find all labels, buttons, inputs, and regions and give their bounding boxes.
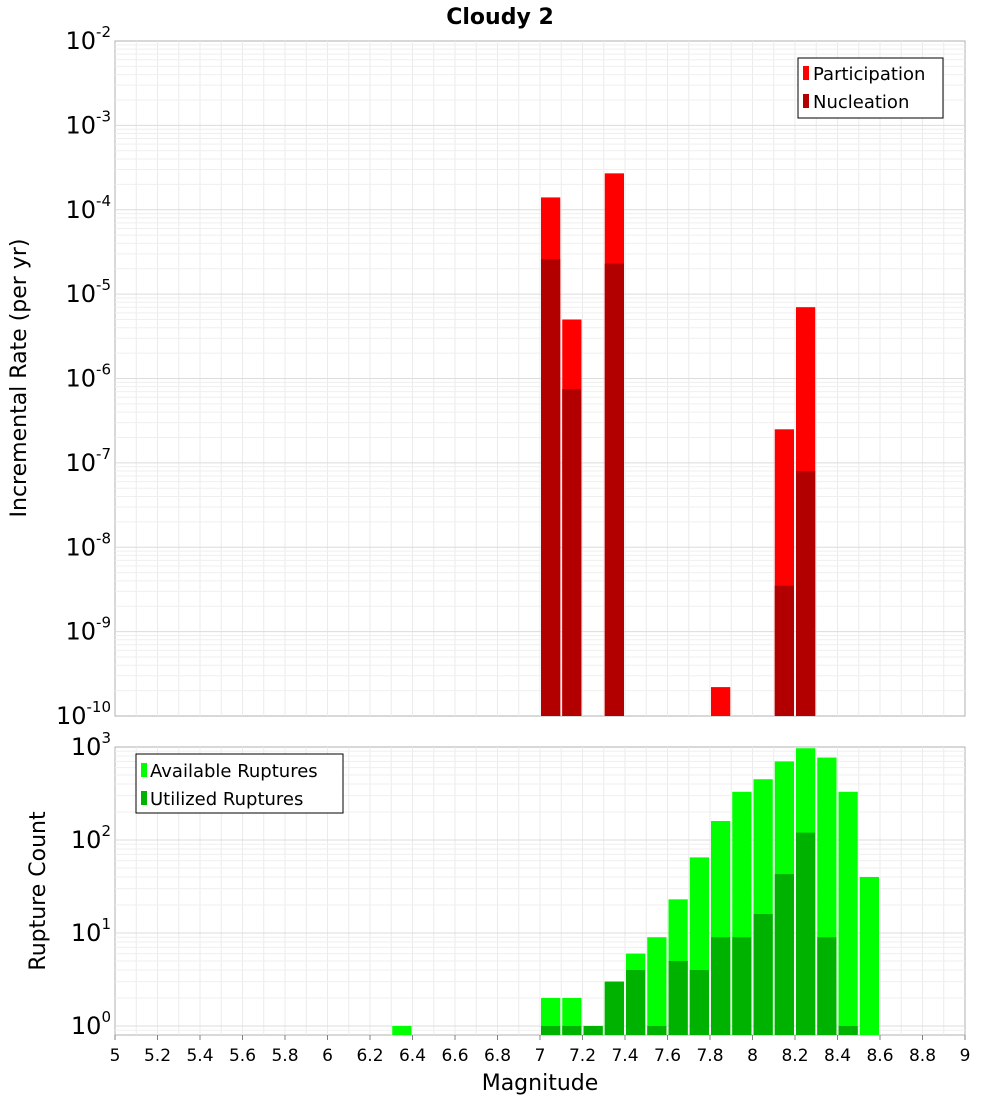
bottom-y-tick-label: 100 <box>71 1008 111 1040</box>
top-y-tick-label: 10-3 <box>65 107 111 139</box>
x-tick-label: 6.2 <box>356 1046 383 1066</box>
bottom-bar-available-ruptures <box>562 997 582 1035</box>
bottom-legend-box <box>135 753 344 814</box>
bottom-bar-available-ruptures <box>392 1025 412 1035</box>
bottom-panel: 100 101 102 103 5 5.2 5.4 5.6 5.8 6 6.2 6.4 6.6 6.8 7… <box>26 729 970 1096</box>
bottom-bar-utilized-ruptures <box>647 1025 667 1035</box>
legend-label-utilized: Utilized Ruptures <box>150 789 303 810</box>
chart-title: Cloudy 2 <box>446 5 554 30</box>
bottom-bar-utilized-ruptures <box>732 937 752 1035</box>
x-tick-label: 6 <box>322 1046 333 1066</box>
bottom-bar-available-ruptures <box>838 791 858 1035</box>
top-bars <box>541 173 816 717</box>
bottom-bar-utilized-ruptures <box>796 832 816 1035</box>
top-y-tick-label: 10-2 <box>65 23 111 55</box>
bottom-bar-utilized-ruptures <box>626 970 646 1035</box>
top-bar-nucleation <box>604 263 624 716</box>
top-y-tick-label: 10-5 <box>65 276 111 308</box>
x-tick-label: 5 <box>110 1046 121 1066</box>
x-tick-label: 8.6 <box>866 1046 893 1066</box>
top-y-tick-label: 10-9 <box>65 614 111 646</box>
x-tick-label: 5.4 <box>186 1046 213 1066</box>
top-y-axis-label: Incremental Rate (per yr) <box>7 239 32 518</box>
top-y-tick-label: 10-8 <box>65 529 111 561</box>
legend-label-participation: Participation <box>813 64 925 85</box>
bottom-legend: Available Ruptures Utilized Ruptures <box>135 753 344 814</box>
legend-swatch-participation <box>803 66 809 80</box>
top-bar-nucleation <box>541 259 561 716</box>
bottom-bar-available-ruptures <box>541 997 561 1035</box>
top-y-ticks: 10-10 10-9 10-8 10-7 10-6 10-5 10-4 10-3 10-2 <box>56 23 111 730</box>
top-grid <box>115 41 965 716</box>
x-tick-label: 8.4 <box>824 1046 851 1066</box>
x-tick-label: 7.2 <box>569 1046 596 1066</box>
bottom-y-tick-label: 102 <box>71 822 111 854</box>
x-tick-label: 7.8 <box>696 1046 723 1066</box>
top-y-tick-label: 10-6 <box>65 361 111 393</box>
top-panel: 10-10 10-9 10-8 10-7 10-6 10-5 10-4 10-3 10-2 In… <box>7 23 966 730</box>
x-tick-label: 5.2 <box>144 1046 171 1066</box>
legend-label-available: Available Ruptures <box>150 761 318 782</box>
top-legend: Participation Nucleation <box>797 57 944 119</box>
bottom-bar-utilized-ruptures <box>774 874 794 1035</box>
x-tick-label: 8 <box>747 1046 758 1066</box>
x-tick-label: 7 <box>535 1046 546 1066</box>
top-bar-participation <box>711 687 731 716</box>
x-tick-label: 5.8 <box>271 1046 298 1066</box>
bottom-bar-utilized-ruptures <box>753 914 773 1035</box>
bottom-bar-utilized-ruptures <box>668 960 688 1035</box>
bottom-bar-utilized-ruptures <box>604 981 624 1035</box>
bottom-y-tick-label: 103 <box>71 729 111 761</box>
bottom-bar-utilized-ruptures <box>562 1025 582 1035</box>
bottom-bars <box>392 748 879 1035</box>
x-tick-label: 7.4 <box>611 1046 638 1066</box>
top-y-tick-label: 10-7 <box>65 445 111 477</box>
x-tick-label: 8.2 <box>781 1046 808 1066</box>
top-bar-nucleation <box>774 585 794 716</box>
x-tick-label: 6.8 <box>484 1046 511 1066</box>
x-tick-label: 7.6 <box>654 1046 681 1066</box>
bottom-y-axis-label: Rupture Count <box>26 811 51 971</box>
bottom-bar-available-ruptures <box>647 937 667 1035</box>
bottom-bar-utilized-ruptures <box>817 937 837 1035</box>
top-y-tick-label: 10-10 <box>56 698 111 730</box>
bottom-y-ticks: 100 101 102 103 <box>71 729 111 1040</box>
x-tick-label: 9 <box>960 1046 971 1066</box>
x-tick-label: 6.4 <box>399 1046 426 1066</box>
bottom-bar-utilized-ruptures <box>711 937 731 1035</box>
legend-swatch-nucleation <box>803 94 809 108</box>
legend-swatch-utilized <box>141 791 147 805</box>
x-axis-label: Magnitude <box>482 1071 599 1096</box>
x-tick-label: 5.6 <box>229 1046 256 1066</box>
x-tick-label: 8.8 <box>909 1046 936 1066</box>
bottom-y-tick-label: 101 <box>71 915 111 947</box>
bottom-bar-available-ruptures <box>859 877 879 1035</box>
top-bar-nucleation <box>796 471 816 716</box>
legend-label-nucleation: Nucleation <box>813 92 909 113</box>
bottom-bar-utilized-ruptures <box>689 970 709 1035</box>
top-bar-nucleation <box>562 389 582 716</box>
bottom-bar-utilized-ruptures <box>541 1025 561 1035</box>
bottom-bar-utilized-ruptures <box>838 1025 858 1035</box>
bottom-bar-utilized-ruptures <box>583 1025 603 1035</box>
x-tick-label: 6.6 <box>441 1046 468 1066</box>
legend-swatch-available <box>141 763 147 777</box>
x-ticks: 5 5.2 5.4 5.6 5.8 6 6.2 6.4 6.6 6.8 7 7.2 7.4 7.6 7.8 8… <box>110 1035 971 1066</box>
top-legend-box <box>797 57 944 119</box>
top-y-tick-label: 10-4 <box>65 192 111 224</box>
